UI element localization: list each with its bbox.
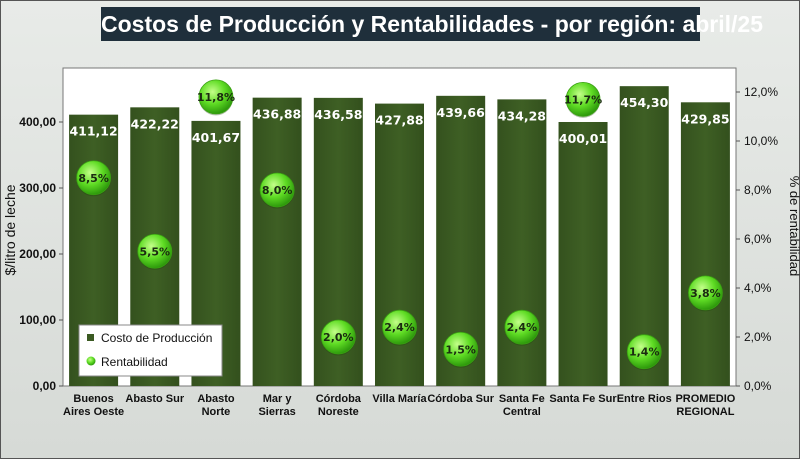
x-tick-label: PROMEDIO xyxy=(675,393,735,405)
rentabilidad-label: 1,5% xyxy=(445,343,476,356)
rentabilidad-label: 8,0% xyxy=(262,184,293,197)
cost-bar xyxy=(680,102,730,386)
cost-bar-label: 434,28 xyxy=(498,108,546,123)
cost-bar-label: 401,67 xyxy=(192,130,240,145)
x-tick-label: Abasto xyxy=(197,393,235,405)
y-axis-right-label: % de rentabilidad xyxy=(787,176,800,276)
cost-bar xyxy=(558,121,608,386)
cost-bar-label: 411,12 xyxy=(69,124,117,139)
x-tick-label: Abasto Sur xyxy=(125,393,184,405)
rentabilidad-point xyxy=(259,172,295,208)
rentabilidad-label: 11,7% xyxy=(564,93,602,106)
x-tick-label: Sierras xyxy=(258,406,295,418)
cost-bar-label: 436,88 xyxy=(253,107,301,122)
rentabilidad-label: 3,8% xyxy=(690,287,721,300)
rentabilidad-label: 2,4% xyxy=(384,321,415,334)
x-tick-label: Central xyxy=(503,406,541,418)
cost-bar-label: 427,88 xyxy=(375,113,423,128)
y-right-tick-label: 4,0% xyxy=(744,281,772,295)
y-right-tick-label: 6,0% xyxy=(744,232,772,246)
rentabilidad-point xyxy=(626,334,662,370)
x-tick-label: Santa Fe xyxy=(499,393,545,405)
x-tick-label: Villa María xyxy=(372,393,427,405)
cost-bar-label: 400,01 xyxy=(559,131,607,146)
rentabilidad-point xyxy=(382,309,417,345)
legend-swatch-cost xyxy=(87,334,94,341)
x-tick-label: Santa Fe Sur xyxy=(549,393,617,405)
y-right-tick-label: 8,0% xyxy=(744,183,772,197)
rentabilidad-point xyxy=(504,309,540,345)
x-tick-label: Córdoba Sur xyxy=(427,393,494,405)
legend-label-rentabilidad: Rentabilidad xyxy=(101,355,168,369)
cost-bar-label: 454,30 xyxy=(620,95,669,110)
y-right-tick-label: 0,0% xyxy=(744,379,772,393)
rentabilidad-label: 8,5% xyxy=(78,172,109,185)
rentabilidad-point xyxy=(443,331,479,367)
y-right-tick-label: 12,0% xyxy=(744,85,778,99)
rentabilidad-label: 1,4% xyxy=(629,346,660,359)
rentabilidad-point xyxy=(137,233,173,269)
legend: Costo de Producción Rentabilidad xyxy=(78,324,223,377)
rentabilidad-label: 2,4% xyxy=(507,321,538,334)
rentabilidad-point xyxy=(565,81,601,117)
rentabilidad-point xyxy=(688,275,723,311)
y-left-tick-label: 300,00 xyxy=(19,181,56,195)
y-left-tick-label: 200,00 xyxy=(19,247,56,261)
x-tick-label: REGIONAL xyxy=(676,406,734,418)
y-right-tick-label: 10,0% xyxy=(744,134,778,148)
y-right-tick-label: 2,0% xyxy=(744,330,772,344)
y-left-tick-label: 400,00 xyxy=(19,115,56,129)
x-tick-label: Mar y xyxy=(263,393,293,405)
legend-box xyxy=(78,324,223,377)
cost-bar-label: 429,85 xyxy=(681,111,729,126)
rentabilidad-point xyxy=(76,160,111,196)
x-tick-label: Norte xyxy=(202,406,231,418)
rentabilidad-label: 2,0% xyxy=(323,331,354,344)
rentabilidad-point xyxy=(198,79,234,115)
x-tick-label: Noreste xyxy=(318,406,359,418)
y-left-tick-label: 100,00 xyxy=(19,313,56,327)
chart-title: Costos de Producción y Rentabilidades - … xyxy=(101,7,763,41)
cost-bar-label: 422,22 xyxy=(131,116,179,131)
x-tick-label: Aires Oeste xyxy=(63,406,124,418)
legend-swatch-rentabilidad xyxy=(86,356,96,366)
cost-bar-label: 436,58 xyxy=(314,107,362,122)
cost-bar-label: 439,66 xyxy=(437,105,486,120)
dots-layer: 8,5% 5,5% 11,8% 8,0% 2,0% 2,4% 1,5% 2,4% 11,7% 1,… xyxy=(76,79,723,371)
x-tick-label: Córdoba xyxy=(316,393,362,405)
y-left-tick-label: 0,00 xyxy=(33,379,57,393)
x-tick-label: Buenos xyxy=(73,393,113,405)
cost-bar xyxy=(252,97,302,386)
y-axis-left-label: $/litro de leche xyxy=(2,184,18,275)
rentabilidad-point xyxy=(320,319,356,355)
legend-label-cost: Costo de Producción xyxy=(101,331,212,345)
x-tick-label: Entre Rios xyxy=(617,393,672,405)
rentabilidad-label: 11,8% xyxy=(197,91,235,104)
rentabilidad-label: 5,5% xyxy=(140,245,171,258)
